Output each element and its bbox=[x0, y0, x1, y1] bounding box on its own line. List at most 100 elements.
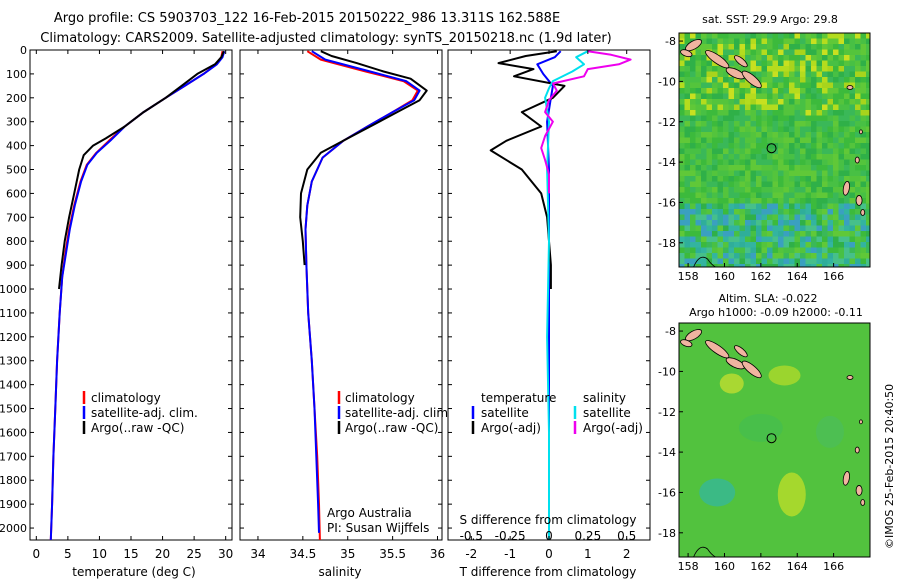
sst-cell bbox=[778, 220, 784, 226]
sst-cell bbox=[695, 214, 702, 221]
sst-cell bbox=[767, 247, 773, 254]
sst-cell bbox=[789, 148, 795, 155]
sst-cell bbox=[838, 132, 845, 138]
sst-cell bbox=[794, 126, 801, 133]
sst-cell bbox=[827, 148, 834, 155]
sst-cell bbox=[844, 225, 850, 232]
sst-cell bbox=[728, 132, 735, 138]
sst-cell bbox=[761, 247, 768, 254]
sst-cell bbox=[844, 148, 850, 155]
sst-cell bbox=[816, 154, 823, 160]
sst-cell bbox=[833, 198, 839, 204]
sst-cell bbox=[794, 143, 801, 149]
sst-cell bbox=[860, 198, 867, 204]
sst-cell bbox=[756, 154, 762, 160]
sst-cell bbox=[866, 49, 870, 56]
sst-cell bbox=[767, 77, 773, 83]
x-tick-label: 35 bbox=[340, 547, 355, 561]
sst-cell bbox=[816, 181, 823, 188]
sst-cell bbox=[844, 176, 850, 182]
contour-line bbox=[693, 546, 716, 557]
sst-cell bbox=[728, 170, 735, 177]
sst-cell bbox=[849, 88, 856, 94]
sst-cell bbox=[767, 71, 773, 78]
sst-cell bbox=[805, 258, 812, 265]
sst-cell bbox=[767, 170, 773, 177]
sst-cell bbox=[772, 99, 779, 105]
sst-cell bbox=[723, 104, 729, 111]
sst-cell bbox=[706, 187, 713, 193]
difference-series-group bbox=[489, 50, 632, 540]
sst-cell bbox=[745, 121, 751, 127]
sst-cell bbox=[805, 137, 812, 144]
sst-cell bbox=[739, 192, 746, 199]
sst-cell bbox=[701, 236, 707, 243]
sst-cell bbox=[679, 165, 685, 171]
sst-cell bbox=[866, 258, 870, 265]
sst-cell bbox=[855, 187, 861, 193]
sst-cell bbox=[778, 203, 784, 210]
sst-cell bbox=[833, 170, 839, 177]
sst-cell bbox=[723, 66, 729, 72]
sst-cell bbox=[772, 170, 779, 177]
sst-cell bbox=[783, 99, 790, 105]
sst-cell bbox=[750, 60, 757, 67]
sst-cell bbox=[805, 170, 812, 177]
sst-cell bbox=[712, 143, 718, 149]
sst-cell bbox=[783, 242, 790, 248]
sst-cell bbox=[805, 154, 812, 160]
sst-cell bbox=[695, 258, 702, 265]
y-tick-label: -18 bbox=[658, 527, 676, 540]
sst-cell bbox=[739, 126, 746, 133]
sst-cell bbox=[679, 104, 685, 111]
sst-cell bbox=[816, 253, 823, 259]
sst-cell bbox=[712, 60, 718, 67]
sst-cell bbox=[783, 170, 790, 177]
temperature-x-axis-label: temperature (deg C) bbox=[72, 565, 195, 579]
sst-map-body bbox=[679, 33, 870, 267]
sst-cell bbox=[860, 104, 867, 111]
sst-cell bbox=[717, 209, 724, 215]
sst-cell bbox=[783, 198, 790, 204]
sst-cell bbox=[723, 132, 729, 138]
sst-cell bbox=[860, 181, 867, 188]
sst-cell bbox=[723, 242, 729, 248]
sst-cell bbox=[712, 214, 718, 221]
sst-cell bbox=[706, 247, 713, 254]
sst-cell bbox=[706, 93, 713, 100]
sst-cell bbox=[772, 49, 779, 56]
sst-cell bbox=[767, 110, 773, 116]
sst-cell bbox=[855, 93, 861, 100]
sst-cell bbox=[717, 242, 724, 248]
sst-cell bbox=[701, 253, 707, 259]
sst-cell bbox=[723, 159, 729, 166]
sst-cell bbox=[794, 44, 801, 50]
sst-cell bbox=[712, 220, 718, 226]
sst-cell bbox=[816, 225, 823, 232]
sst-cell bbox=[844, 159, 850, 166]
sst-cell bbox=[690, 93, 696, 100]
sst-cell bbox=[811, 242, 817, 248]
sst-cell bbox=[723, 33, 729, 39]
sla-map-title: Altim. SLA: -0.022 bbox=[718, 292, 817, 305]
sst-cell bbox=[838, 88, 845, 94]
sst-cell bbox=[728, 148, 735, 155]
sst-cell bbox=[849, 214, 856, 221]
sst-cell bbox=[778, 60, 784, 67]
sst-cell bbox=[844, 49, 850, 56]
sst-cell bbox=[849, 115, 856, 122]
sst-cell bbox=[734, 225, 740, 232]
sst-cell bbox=[761, 60, 768, 67]
sst-cell bbox=[728, 82, 735, 89]
temperature-axes: 0100200300400500600700800900100011001200… bbox=[0, 44, 233, 561]
sst-cell bbox=[695, 126, 702, 133]
x-tick-label: -1 bbox=[504, 547, 516, 561]
sst-cell bbox=[745, 176, 751, 182]
sst-cell bbox=[816, 33, 823, 39]
sst-cell bbox=[712, 66, 718, 72]
sst-cell bbox=[761, 110, 768, 116]
sst-cell bbox=[844, 214, 850, 221]
island-shape bbox=[854, 446, 860, 454]
sst-cell bbox=[866, 38, 870, 45]
sst-cell bbox=[717, 187, 724, 193]
